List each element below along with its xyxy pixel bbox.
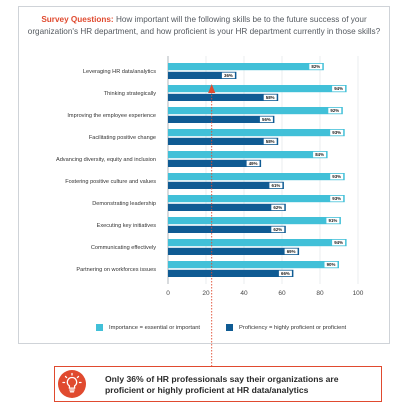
category-label: Communicating effectively (91, 245, 156, 251)
category-label: Advancing diversity, equity and inclusio… (56, 157, 156, 163)
value-label-importance: 94% (334, 86, 343, 91)
value-label-bg (263, 94, 277, 101)
value-label-bg (330, 195, 344, 202)
value-label-bg (269, 182, 283, 189)
bar-importance (168, 239, 347, 247)
value-label-importance: 94% (334, 240, 343, 245)
bar-importance (168, 129, 345, 137)
bar-proficiency (168, 225, 286, 233)
value-label-bg (326, 217, 340, 224)
bar-proficiency (168, 159, 262, 167)
value-label-bg (263, 138, 277, 145)
value-label-proficiency: 36% (224, 73, 233, 78)
legend-label-proficiency: Proficiency = highly proficient or profi… (239, 324, 347, 331)
legend-label-importance: Importance = essential or important (109, 324, 201, 331)
value-label-proficiency: 66% (281, 271, 290, 276)
x-tick-label: 0 (166, 290, 170, 297)
value-label-proficiency: 58% (266, 139, 275, 144)
category-label: Improving the employee experience (67, 113, 156, 119)
value-label-bg (309, 63, 323, 70)
bar-importance (168, 195, 345, 203)
callout-text: Only 36% of HR professionals say their o… (105, 374, 339, 395)
value-label-importance: 84% (315, 152, 324, 157)
x-tick-label: 60 (278, 290, 286, 297)
survey-question-text: How important will the following skills … (27, 15, 381, 36)
survey-question-header: Survey Questions: How important will the… (22, 14, 386, 37)
bar-proficiency (168, 115, 275, 123)
value-label-importance: 91% (329, 218, 338, 223)
bar-proficiency (168, 71, 237, 79)
legend-swatch-importance (96, 324, 103, 331)
category-label: Demonstrating leadership (92, 201, 156, 207)
bar-proficiency (168, 93, 279, 101)
bar-proficiency (168, 137, 279, 145)
category-label: Facilitating positive change (89, 135, 156, 141)
value-label-importance: 93% (332, 196, 341, 201)
value-label-bg (332, 239, 346, 246)
x-tick-label: 40 (240, 290, 248, 297)
bar-importance (168, 261, 339, 269)
value-label-proficiency: 69% (287, 249, 296, 254)
bar-importance (168, 63, 324, 71)
bar-proficiency (168, 203, 286, 211)
category-label: Partnering on workforces issues (76, 267, 156, 273)
callout-box: Only 36% of HR professionals say their o… (54, 366, 382, 402)
bar-proficiency (168, 247, 300, 255)
category-label: Fostering positive culture and values (65, 179, 156, 185)
value-label-proficiency: 62% (273, 227, 282, 232)
lightbulb-icon (58, 370, 86, 398)
bar-importance (168, 217, 341, 225)
value-label-importance: 93% (332, 130, 341, 135)
value-label-proficiency: 58% (266, 95, 275, 100)
value-label-bg (328, 107, 342, 114)
value-label-bg (332, 85, 346, 92)
x-tick-label: 100 (353, 290, 364, 297)
x-tick-label: 80 (316, 290, 324, 297)
legend-item-importance: Importance = essential or important (96, 324, 200, 331)
value-label-proficiency: 62% (273, 205, 282, 210)
value-label-bg (324, 261, 338, 268)
value-label-importance: 93% (332, 174, 341, 179)
legend-item-proficiency: Proficiency = highly proficient or profi… (226, 324, 346, 331)
bar-importance (168, 85, 347, 93)
category-label: Executing key initiatives (97, 223, 157, 229)
value-label-importance: 82% (311, 64, 320, 69)
survey-question-lead: Survey Questions: (41, 15, 114, 24)
value-label-bg (278, 270, 292, 277)
value-label-bg (313, 151, 327, 158)
bar-importance (168, 107, 343, 115)
bar-proficiency (168, 269, 294, 277)
bar-importance (168, 151, 328, 159)
bar-importance (168, 173, 345, 181)
bar-proficiency (168, 181, 284, 189)
legend-swatch-proficiency (226, 324, 234, 331)
value-label-proficiency: 49% (249, 161, 258, 166)
chart-frame (18, 6, 390, 344)
value-label-bg (271, 204, 285, 211)
chart-legend: Importance = essential or important Prof… (96, 324, 346, 331)
value-label-bg (246, 160, 260, 167)
category-label: Thinking strategically (104, 91, 156, 97)
value-label-bg (259, 116, 273, 123)
value-label-proficiency: 56% (262, 117, 271, 122)
value-label-bg (221, 72, 235, 79)
value-label-importance: 92% (330, 108, 339, 113)
value-label-proficiency: 61% (272, 183, 281, 188)
callout-arrow-icon (208, 84, 216, 93)
x-tick-label: 20 (202, 290, 210, 297)
value-label-bg (330, 129, 344, 136)
value-label-bg (284, 248, 298, 255)
category-label: Leveraging HR data/analytics (83, 69, 156, 75)
value-label-importance: 90% (327, 262, 336, 267)
value-label-bg (271, 226, 285, 233)
value-label-bg (330, 173, 344, 180)
